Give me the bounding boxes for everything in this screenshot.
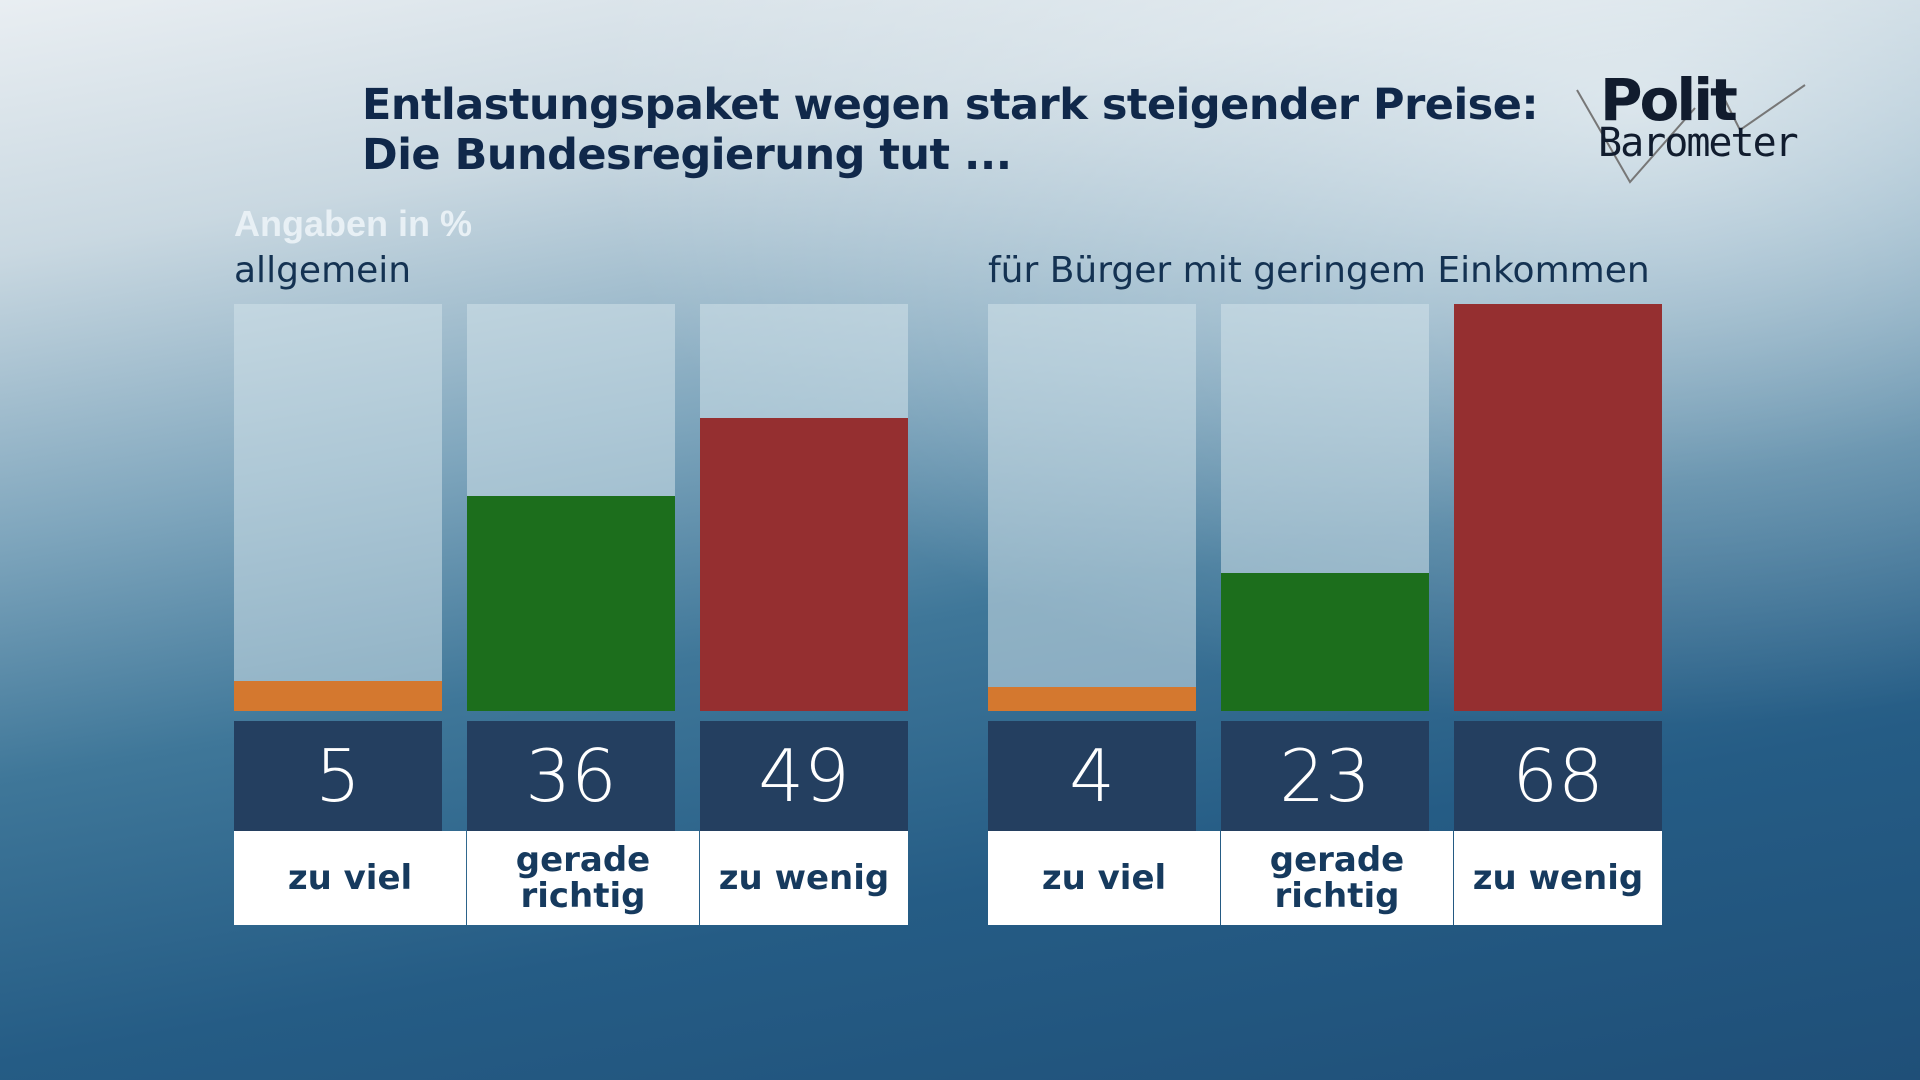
bar-track	[1221, 304, 1429, 711]
value-label: 68	[1454, 721, 1662, 831]
unit-label: Angaben in %	[234, 203, 473, 244]
category-label: zu viel	[234, 831, 466, 925]
checkmark-icon	[1576, 84, 1806, 184]
politbarometer-logo: Polit Barometer	[1555, 60, 1815, 190]
bar-track	[700, 304, 908, 711]
title-line-2: Die Bundesregierung tut ...	[362, 130, 1012, 180]
bar-group: 23 gerade richtig	[1221, 304, 1453, 925]
logo-polit: Polit	[1600, 66, 1738, 134]
value-label: 23	[1221, 721, 1429, 831]
category-label: zu wenig	[1454, 831, 1662, 925]
bar	[1454, 304, 1662, 711]
panel-geringes-einkommen: 4 zu viel 23 gerade richtig 68 zu wenig	[988, 304, 1662, 925]
bar-track	[988, 304, 1196, 711]
category-label: gerade richtig	[467, 831, 699, 925]
bar-track	[1454, 304, 1662, 711]
value-label: 4	[988, 721, 1196, 831]
bar-group: 4 zu viel	[988, 304, 1220, 925]
subtitle-left: allgemein	[234, 250, 412, 291]
chart-title: Entlastungspaket wegen stark steigender …	[362, 80, 1539, 180]
bar	[700, 417, 908, 711]
logo-barometer: Barometer	[1598, 120, 1799, 166]
bar-track	[467, 304, 675, 711]
title-line-1: Entlastungspaket wegen stark steigender …	[362, 80, 1539, 130]
bar-track	[234, 304, 442, 711]
bar-group: 36 gerade richtig	[467, 304, 699, 925]
bar	[234, 681, 442, 711]
category-label: zu wenig	[700, 831, 908, 925]
subtitle-right: für Bürger mit geringem Einkommen	[988, 250, 1650, 291]
bar	[988, 687, 1196, 711]
value-label: 36	[467, 721, 675, 831]
bar	[467, 495, 675, 711]
category-label: zu viel	[988, 831, 1220, 925]
panel-allgemein: 5 zu viel 36 gerade richtig 49 zu wenig	[234, 304, 908, 925]
bar	[1221, 573, 1429, 711]
bar-group: 49 zu wenig	[700, 304, 908, 925]
bar-group: 5 zu viel	[234, 304, 466, 925]
category-label: gerade richtig	[1221, 831, 1453, 925]
bar-group: 68 zu wenig	[1454, 304, 1662, 925]
value-label: 49	[700, 721, 908, 831]
value-label: 5	[234, 721, 442, 831]
